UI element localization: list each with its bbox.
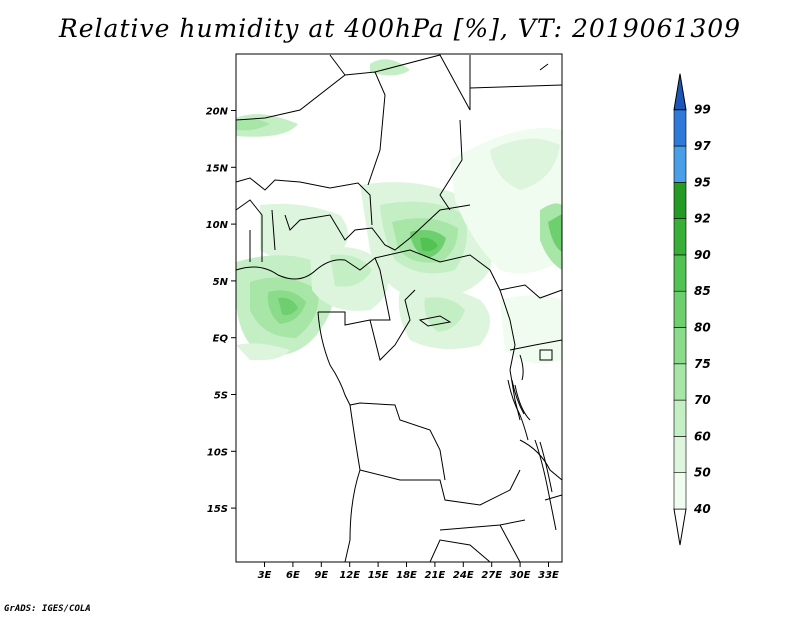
colorbar-segment xyxy=(673,327,687,365)
colorbar-label: 80 xyxy=(694,321,711,335)
credit-text: GrADS: IGES/COLA xyxy=(4,604,91,614)
lon-tick-label: 33E xyxy=(538,570,559,581)
colorbar-segment xyxy=(673,109,687,147)
country-borders xyxy=(235,54,563,563)
colorbar-segment xyxy=(673,363,687,401)
map-frame-border xyxy=(235,53,563,563)
lat-tick-label: 10S xyxy=(207,447,228,458)
colorbar-label: 97 xyxy=(694,139,711,153)
map-title: Relative humidity at 400hPa [%], VT: 201… xyxy=(58,14,742,43)
lat-tick-label: 5N xyxy=(213,277,229,288)
latitude-axis: 20N 15N 10N 5N EQ 5S 10S 15S xyxy=(206,107,236,515)
colorbar-label: 90 xyxy=(694,248,711,262)
lakes xyxy=(418,315,557,531)
lat-tick-label: 15N xyxy=(206,163,229,174)
lat-tick-label: 10N xyxy=(206,220,229,231)
colorbar-high-arrow xyxy=(673,73,687,111)
colorbar-label: 70 xyxy=(694,393,711,407)
humidity-shading xyxy=(236,59,562,364)
colorbar-segment xyxy=(673,145,687,183)
lat-tick-label: 5S xyxy=(214,391,228,402)
lon-tick-label: 24E xyxy=(453,570,474,581)
colorbar-label: 99 xyxy=(694,103,711,117)
lon-tick-label: 12E xyxy=(339,570,360,581)
lon-tick-label: 9E xyxy=(314,570,328,581)
colorbar-label: 92 xyxy=(694,212,711,226)
colorbar-segment xyxy=(673,218,687,256)
colorbar-segment xyxy=(673,290,687,328)
lat-tick-label: EQ xyxy=(213,334,229,345)
colorbar-segment xyxy=(673,436,687,473)
lon-tick-label: 3E xyxy=(258,570,272,581)
lon-tick-label: 18E xyxy=(396,570,417,581)
colorbar-segment xyxy=(673,472,687,510)
colorbar-segment xyxy=(673,254,687,292)
colorbar-segment xyxy=(673,399,687,437)
colorbar-low-arrow xyxy=(673,508,687,546)
colorbar-label: 60 xyxy=(694,429,711,443)
lon-tick-label: 15E xyxy=(368,570,389,581)
colorbar-label: 85 xyxy=(694,284,711,298)
colorbar-label: 75 xyxy=(694,357,711,371)
colorbar-label: 40 xyxy=(693,502,711,516)
lon-tick-label: 21E xyxy=(425,570,446,581)
longitude-axis: 3E 6E 9E 12E 15E 18E 21E 24E 27E 30E 33E xyxy=(258,562,559,581)
lon-tick-label: 30E xyxy=(510,570,531,581)
lon-tick-label: 27E xyxy=(481,570,502,581)
lat-tick-label: 15S xyxy=(207,504,228,515)
lon-tick-label: 6E xyxy=(286,570,300,581)
colorbar-segment xyxy=(673,182,687,219)
lat-tick-label: 20N xyxy=(206,107,229,118)
colorbar: 40 50 60 70 75 80 85 90 92 95 97 99 xyxy=(673,73,711,546)
colorbar-label: 95 xyxy=(694,175,711,189)
colorbar-label: 50 xyxy=(694,466,711,480)
